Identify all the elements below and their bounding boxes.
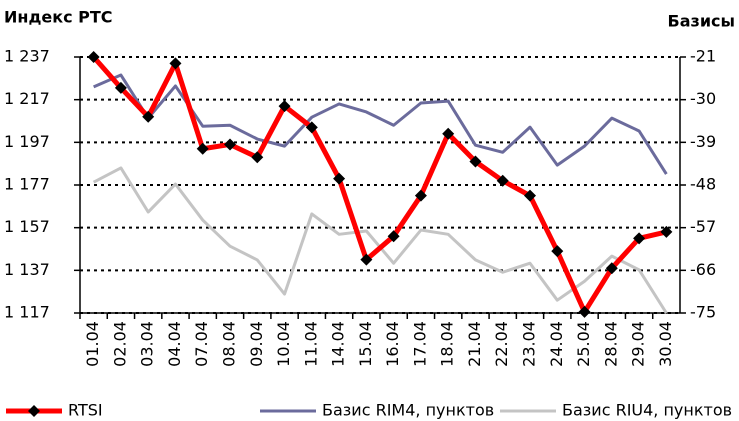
y-tick-label: 1 157 bbox=[4, 217, 50, 236]
y-tick-label: 1 217 bbox=[4, 89, 50, 108]
marker bbox=[305, 121, 318, 134]
x-tick-label: 11.04 bbox=[301, 321, 320, 367]
x-tick-label: 16.04 bbox=[383, 321, 402, 367]
x-tick-label: 21.04 bbox=[465, 321, 484, 367]
y2-tick-label: -57 bbox=[690, 217, 716, 236]
x-tick-label: 24.04 bbox=[547, 321, 566, 367]
x-tick-label: 10.04 bbox=[274, 321, 293, 367]
x-tick-label: 28.04 bbox=[601, 321, 620, 367]
y2-axis-title: Базисы bbox=[668, 12, 735, 31]
x-tick-label: 02.04 bbox=[110, 321, 129, 367]
series-line bbox=[91, 55, 667, 315]
x-tick-label: 17.04 bbox=[410, 321, 429, 367]
legend-label: Базис RIU4, пунктов bbox=[562, 401, 732, 420]
y-tick-label: 1 177 bbox=[4, 175, 50, 194]
marker bbox=[605, 262, 618, 275]
x-tick-label: 30.04 bbox=[656, 321, 675, 367]
x-tick-label: 01.04 bbox=[83, 321, 102, 367]
legend-label: Базис RIM4, пунктов bbox=[322, 401, 494, 420]
marker bbox=[114, 81, 127, 94]
y-tick-label: 1 237 bbox=[4, 47, 50, 66]
x-tick-label: 23.04 bbox=[520, 321, 539, 367]
marker bbox=[442, 127, 455, 140]
x-tick-label: 07.04 bbox=[192, 321, 211, 367]
x-tick-label: 14.04 bbox=[329, 321, 348, 367]
series-line bbox=[92, 166, 668, 314]
marker bbox=[278, 100, 291, 113]
x-tick-label: 18.04 bbox=[438, 321, 457, 367]
marker bbox=[333, 172, 346, 185]
legend-marker bbox=[28, 405, 40, 417]
series-line bbox=[93, 73, 668, 175]
marker bbox=[142, 110, 155, 123]
y2-tick-label: -66 bbox=[690, 260, 716, 279]
x-tick-label: 04.04 bbox=[165, 321, 184, 367]
x-tick-label: 09.04 bbox=[247, 321, 266, 367]
x-tick-label: 03.04 bbox=[138, 321, 157, 367]
marker bbox=[387, 230, 400, 243]
x-tick-label: 15.04 bbox=[356, 321, 375, 367]
marker bbox=[196, 142, 209, 155]
x-tick-label: 25.04 bbox=[574, 321, 593, 367]
y2-tick-label: -75 bbox=[690, 303, 716, 322]
x-tick-label: 22.04 bbox=[492, 321, 511, 367]
y-axis-title: Индекс РТС bbox=[4, 8, 113, 27]
marker bbox=[224, 138, 236, 151]
y2-tick-label: -30 bbox=[690, 89, 716, 108]
marker bbox=[469, 155, 482, 168]
legend-label: RTSI bbox=[68, 401, 103, 420]
marker bbox=[551, 245, 564, 258]
y2-tick-label: -48 bbox=[690, 175, 716, 194]
y2-tick-label: -21 bbox=[690, 47, 716, 66]
marker bbox=[660, 225, 673, 238]
marker bbox=[169, 57, 182, 70]
marker bbox=[633, 232, 646, 245]
marker bbox=[87, 51, 100, 63]
marker bbox=[414, 189, 427, 202]
x-tick-label: 08.04 bbox=[220, 321, 239, 367]
y-tick-label: 1 197 bbox=[4, 132, 50, 151]
marker bbox=[360, 253, 373, 266]
x-tick-label: 29.04 bbox=[629, 321, 648, 367]
marker bbox=[496, 174, 509, 187]
marker bbox=[251, 151, 264, 164]
marker bbox=[578, 305, 591, 318]
y2-tick-label: -39 bbox=[690, 132, 716, 151]
y-tick-label: 1 117 bbox=[4, 303, 50, 322]
marker bbox=[524, 189, 536, 202]
y-tick-label: 1 137 bbox=[4, 260, 50, 279]
